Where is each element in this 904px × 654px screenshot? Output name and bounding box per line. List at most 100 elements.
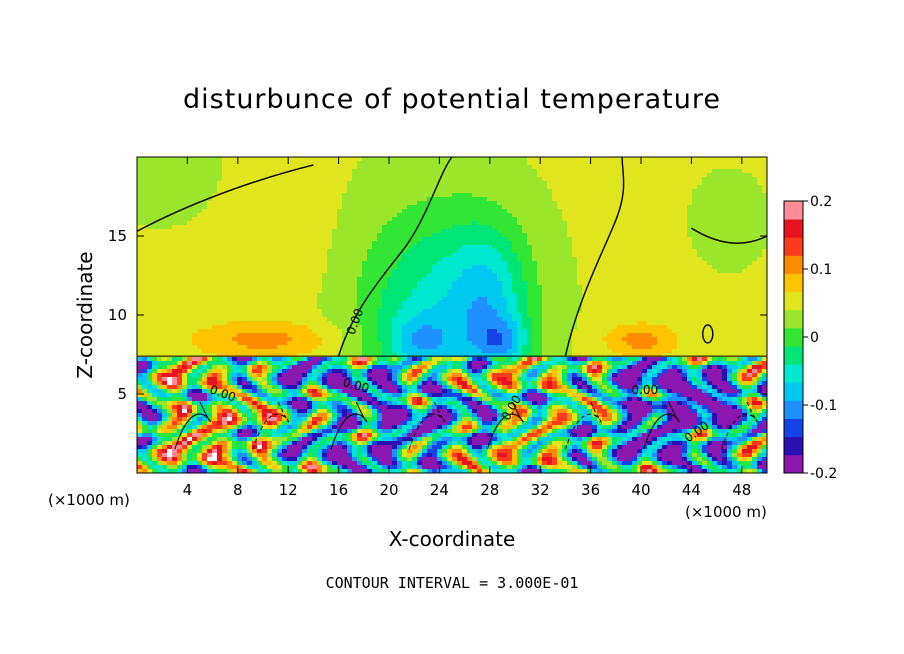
heatmap-cell	[217, 313, 223, 318]
heatmap-cell	[382, 393, 388, 398]
heatmap-cell	[447, 221, 453, 226]
heatmap-cell	[432, 285, 438, 290]
heatmap-cell	[427, 453, 433, 458]
heatmap-cell	[267, 277, 273, 282]
heatmap-cell	[142, 329, 148, 334]
heatmap-cell	[387, 261, 393, 266]
heatmap-cell	[442, 441, 448, 446]
heatmap-cell	[327, 345, 333, 350]
heatmap-cell	[332, 229, 338, 234]
heatmap-cell	[432, 309, 438, 314]
heatmap-cell	[167, 229, 173, 234]
heatmap-cell	[192, 457, 198, 462]
heatmap-cell	[422, 165, 428, 170]
heatmap-cell	[222, 189, 228, 194]
heatmap-cell	[317, 277, 323, 282]
heatmap-cell	[137, 437, 143, 442]
heatmap-cell	[417, 229, 423, 234]
heatmap-cell	[237, 349, 243, 354]
heatmap-cell	[237, 425, 243, 430]
heatmap-cell	[307, 321, 313, 326]
heatmap-cell	[252, 169, 258, 174]
heatmap-cell	[327, 229, 333, 234]
heatmap-cell	[162, 461, 168, 466]
heatmap-cell	[407, 285, 413, 290]
heatmap-cell	[377, 341, 383, 346]
heatmap-cell	[207, 409, 213, 414]
heatmap-cell	[187, 277, 193, 282]
heatmap-cell	[442, 293, 448, 298]
heatmap-cell	[202, 397, 208, 402]
heatmap-cell	[382, 237, 388, 242]
heatmap-cell	[317, 257, 323, 262]
heatmap-cell	[332, 249, 338, 254]
heatmap-cell	[367, 309, 373, 314]
heatmap-cell	[437, 325, 443, 330]
heatmap-cell	[332, 429, 338, 434]
heatmap-cell	[367, 369, 373, 374]
heatmap-cell	[407, 241, 413, 246]
heatmap-cell	[412, 349, 418, 354]
heatmap-cell	[332, 189, 338, 194]
heatmap-cell	[152, 449, 158, 454]
heatmap-cell	[372, 217, 378, 222]
heatmap-cell	[447, 181, 453, 186]
heatmap-cell	[277, 265, 283, 270]
heatmap-cell	[147, 385, 153, 390]
heatmap-cell	[197, 361, 203, 366]
heatmap-cell	[152, 221, 158, 226]
heatmap-cell	[367, 201, 373, 206]
heatmap-cell	[352, 469, 358, 474]
heatmap-cell	[157, 389, 163, 394]
heatmap-cell	[412, 165, 418, 170]
heatmap-cell	[432, 277, 438, 282]
heatmap-cell	[442, 369, 448, 374]
heatmap-cell	[152, 217, 158, 222]
heatmap-cell	[192, 217, 198, 222]
heatmap-cell	[397, 433, 403, 438]
heatmap-cell	[322, 157, 328, 162]
heatmap-cell	[312, 241, 318, 246]
heatmap-cell	[217, 305, 223, 310]
heatmap-cell	[317, 429, 323, 434]
heatmap-cell	[227, 397, 233, 402]
heatmap-cell	[387, 449, 393, 454]
heatmap-cell	[372, 329, 378, 334]
heatmap-cell	[412, 289, 418, 294]
heatmap-cell	[357, 421, 363, 426]
heatmap-cell	[322, 169, 328, 174]
heatmap-cell	[142, 437, 148, 442]
heatmap-cell	[217, 233, 223, 238]
heatmap-cell	[182, 337, 188, 342]
heatmap-cell	[372, 305, 378, 310]
heatmap-cell	[377, 397, 383, 402]
heatmap-cell	[232, 229, 238, 234]
heatmap-cell	[137, 353, 143, 358]
heatmap-cell	[182, 201, 188, 206]
heatmap-cell	[337, 345, 343, 350]
heatmap-cell	[227, 425, 233, 430]
heatmap-cell	[402, 305, 408, 310]
heatmap-cell	[312, 317, 318, 322]
heatmap-cell	[417, 469, 423, 474]
heatmap-cell	[207, 177, 213, 182]
heatmap-cell	[352, 209, 358, 214]
heatmap-cell	[237, 277, 243, 282]
heatmap-cell	[262, 165, 268, 170]
heatmap-cell	[247, 381, 253, 386]
heatmap-cell	[412, 273, 418, 278]
heatmap-cell	[247, 273, 253, 278]
heatmap-cell	[402, 469, 408, 474]
heatmap-cell	[172, 245, 178, 250]
heatmap-cell	[442, 465, 448, 470]
heatmap-cell	[277, 169, 283, 174]
heatmap-cell	[242, 309, 248, 314]
heatmap-cell	[262, 453, 268, 458]
heatmap-cell	[292, 265, 298, 270]
heatmap-cell	[292, 285, 298, 290]
heatmap-cell	[317, 373, 323, 378]
heatmap-cell	[272, 337, 278, 342]
heatmap-cell	[297, 321, 303, 326]
heatmap-cell	[287, 385, 293, 390]
heatmap-cell	[147, 369, 153, 374]
